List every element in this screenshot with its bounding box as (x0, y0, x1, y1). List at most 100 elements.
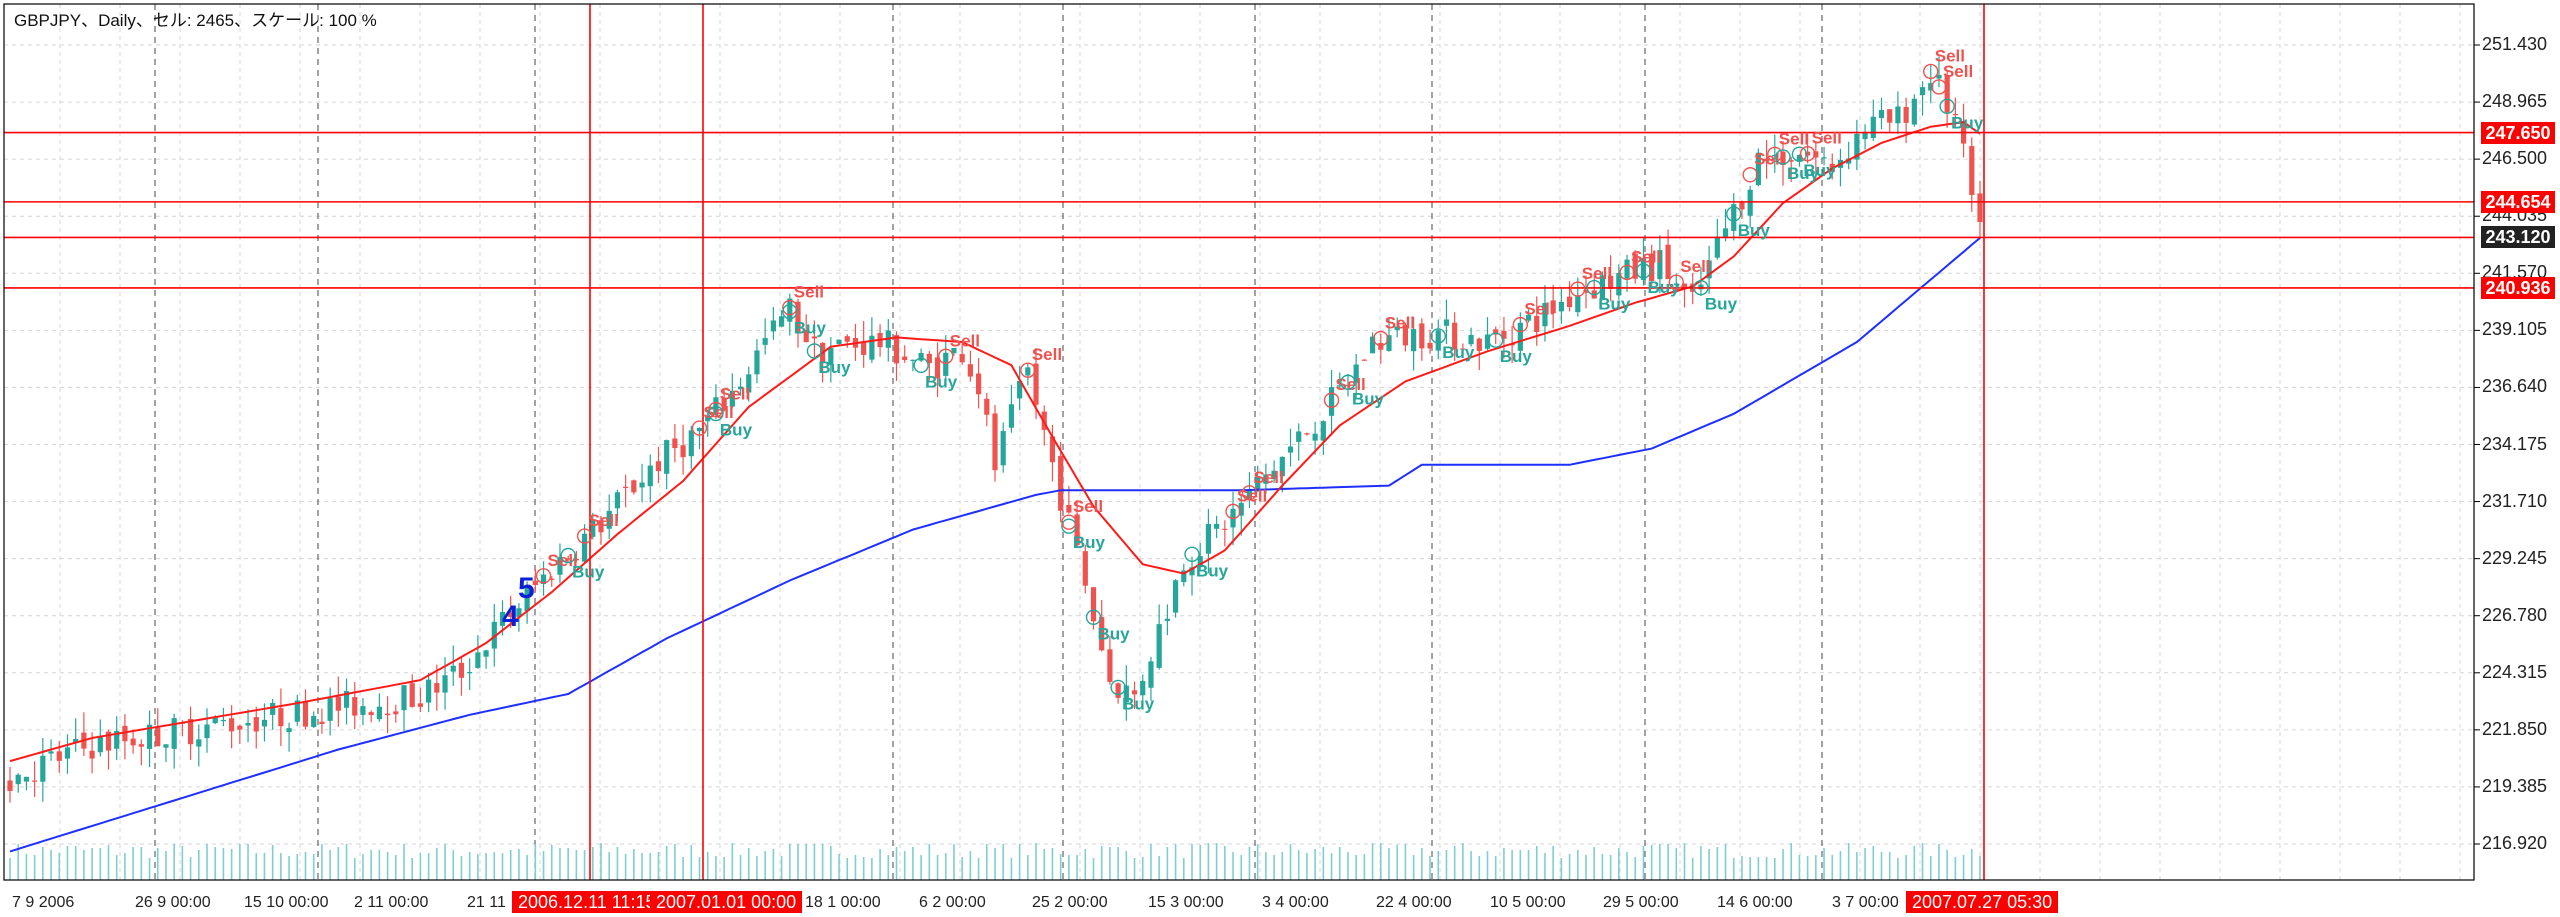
candle-body (278, 708, 284, 727)
buy-marker-icon (913, 357, 929, 373)
candle-body (1887, 109, 1893, 123)
candle-body (1353, 364, 1359, 383)
candle-body (1255, 476, 1261, 492)
candle-body (787, 298, 793, 322)
time-tick-label: 6 2 00:00 (919, 894, 986, 911)
candle-body (778, 316, 785, 327)
buy-marker-icon (1791, 146, 1808, 162)
candle-body (114, 731, 120, 749)
candle-body (146, 724, 153, 749)
candle-body (951, 347, 957, 354)
candle-body (1583, 290, 1589, 293)
candle-body (1681, 283, 1688, 288)
price-tick-label: 219.385 (2482, 775, 2548, 796)
candle-body (163, 744, 169, 748)
time-tick-label: 7 9 2006 (12, 894, 75, 911)
price-tick-label: 234.175 (2482, 433, 2548, 454)
time-tick-label: 3 4 00:00 (1262, 894, 1329, 911)
level-price-label: 243.120 (2481, 226, 2555, 249)
candle-body (1616, 273, 1622, 296)
sell-label: Sell (1336, 375, 1366, 394)
candle-body (1731, 204, 1737, 231)
price-tick-label: 226.780 (2482, 604, 2548, 625)
candle-body (1386, 335, 1392, 351)
candle-body (1099, 617, 1105, 651)
candle-body (1394, 326, 1400, 331)
buy-label: Buy (1951, 113, 1984, 132)
candle-body (532, 580, 538, 586)
candle-body (1706, 260, 1712, 279)
candle-body (688, 430, 694, 457)
buy-label: Buy (572, 563, 605, 582)
candle-body (1378, 343, 1384, 350)
candle-body (508, 611, 514, 618)
wave-label-5: 5 (518, 572, 535, 605)
candle-body (122, 725, 128, 742)
candle-body (32, 780, 38, 782)
candle-body (1665, 244, 1671, 279)
candle-body (1123, 685, 1129, 703)
candle-body (1181, 570, 1187, 583)
vertical-line-date-label: 2007.07.27 05:30 (1906, 891, 2059, 913)
candle-body (1805, 151, 1811, 156)
buy-marker-icon (782, 303, 798, 320)
candle-body (967, 364, 973, 377)
buy-marker-icon (1085, 609, 1102, 625)
candle-body (557, 556, 563, 575)
candle-body (943, 352, 949, 376)
time-tick-label: 25 2 00:00 (1032, 894, 1108, 911)
candle-body (1657, 250, 1663, 280)
sell-label: Sell (1935, 46, 1965, 65)
time-tick-label: 15 10 00:00 (244, 894, 329, 911)
candle-body (811, 336, 818, 339)
candle-body (64, 747, 71, 759)
candle-body (910, 359, 916, 361)
buy-marker-icon (1939, 98, 1955, 115)
time-tick-label: 26 9 00:00 (135, 894, 211, 911)
candle-body (491, 621, 497, 649)
candle-body (343, 691, 350, 708)
candle-body (1558, 301, 1564, 312)
price-tick-label: 216.920 (2482, 833, 2548, 853)
candle-body (40, 755, 46, 782)
candle-body (1952, 113, 1958, 116)
candle-body (1903, 106, 1909, 123)
candle-body (1435, 330, 1441, 351)
candle-body (1608, 275, 1614, 289)
vertical-line-date-label: 2006.12.11 11:15 (512, 891, 662, 913)
candle-body (1287, 446, 1294, 453)
time-tick-label: 15 3 00:00 (1148, 894, 1224, 911)
candle-body (1870, 116, 1876, 139)
candle-body (1878, 110, 1885, 119)
candle-body (327, 698, 333, 721)
sell-label: Sell (704, 403, 734, 422)
candle-body (1747, 189, 1753, 216)
candle-body (1862, 132, 1868, 140)
candle-body (1246, 489, 1253, 500)
candle-body (1854, 133, 1860, 160)
buy-label: Buy (1442, 343, 1475, 362)
candle-body (360, 706, 366, 715)
candle-body (1140, 680, 1146, 696)
candle-body (1632, 253, 1638, 279)
candle-body (245, 722, 251, 726)
candle-body (721, 398, 727, 411)
candle-body (795, 301, 801, 332)
candle-body (1312, 433, 1318, 441)
buy-marker-icon (806, 343, 823, 359)
time-tick-label: 3 7 00:00 (1832, 894, 1899, 911)
buy-marker-icon (1726, 206, 1742, 222)
sell-marker-icon (1373, 330, 1389, 347)
candle-body (1000, 431, 1006, 466)
candle-body (1493, 329, 1499, 335)
candle-body (1328, 387, 1335, 416)
candle-body (270, 702, 276, 715)
time-tick-label: 22 4 00:00 (1376, 894, 1452, 911)
time-tick-label: 21 11 (467, 894, 506, 911)
candle-body (1673, 283, 1679, 286)
candle-body (204, 724, 210, 739)
buy-label: Buy (1098, 624, 1131, 643)
sell-marker-icon (1799, 145, 1816, 162)
candle-body (1402, 324, 1409, 346)
buy-marker-icon (1340, 374, 1356, 390)
